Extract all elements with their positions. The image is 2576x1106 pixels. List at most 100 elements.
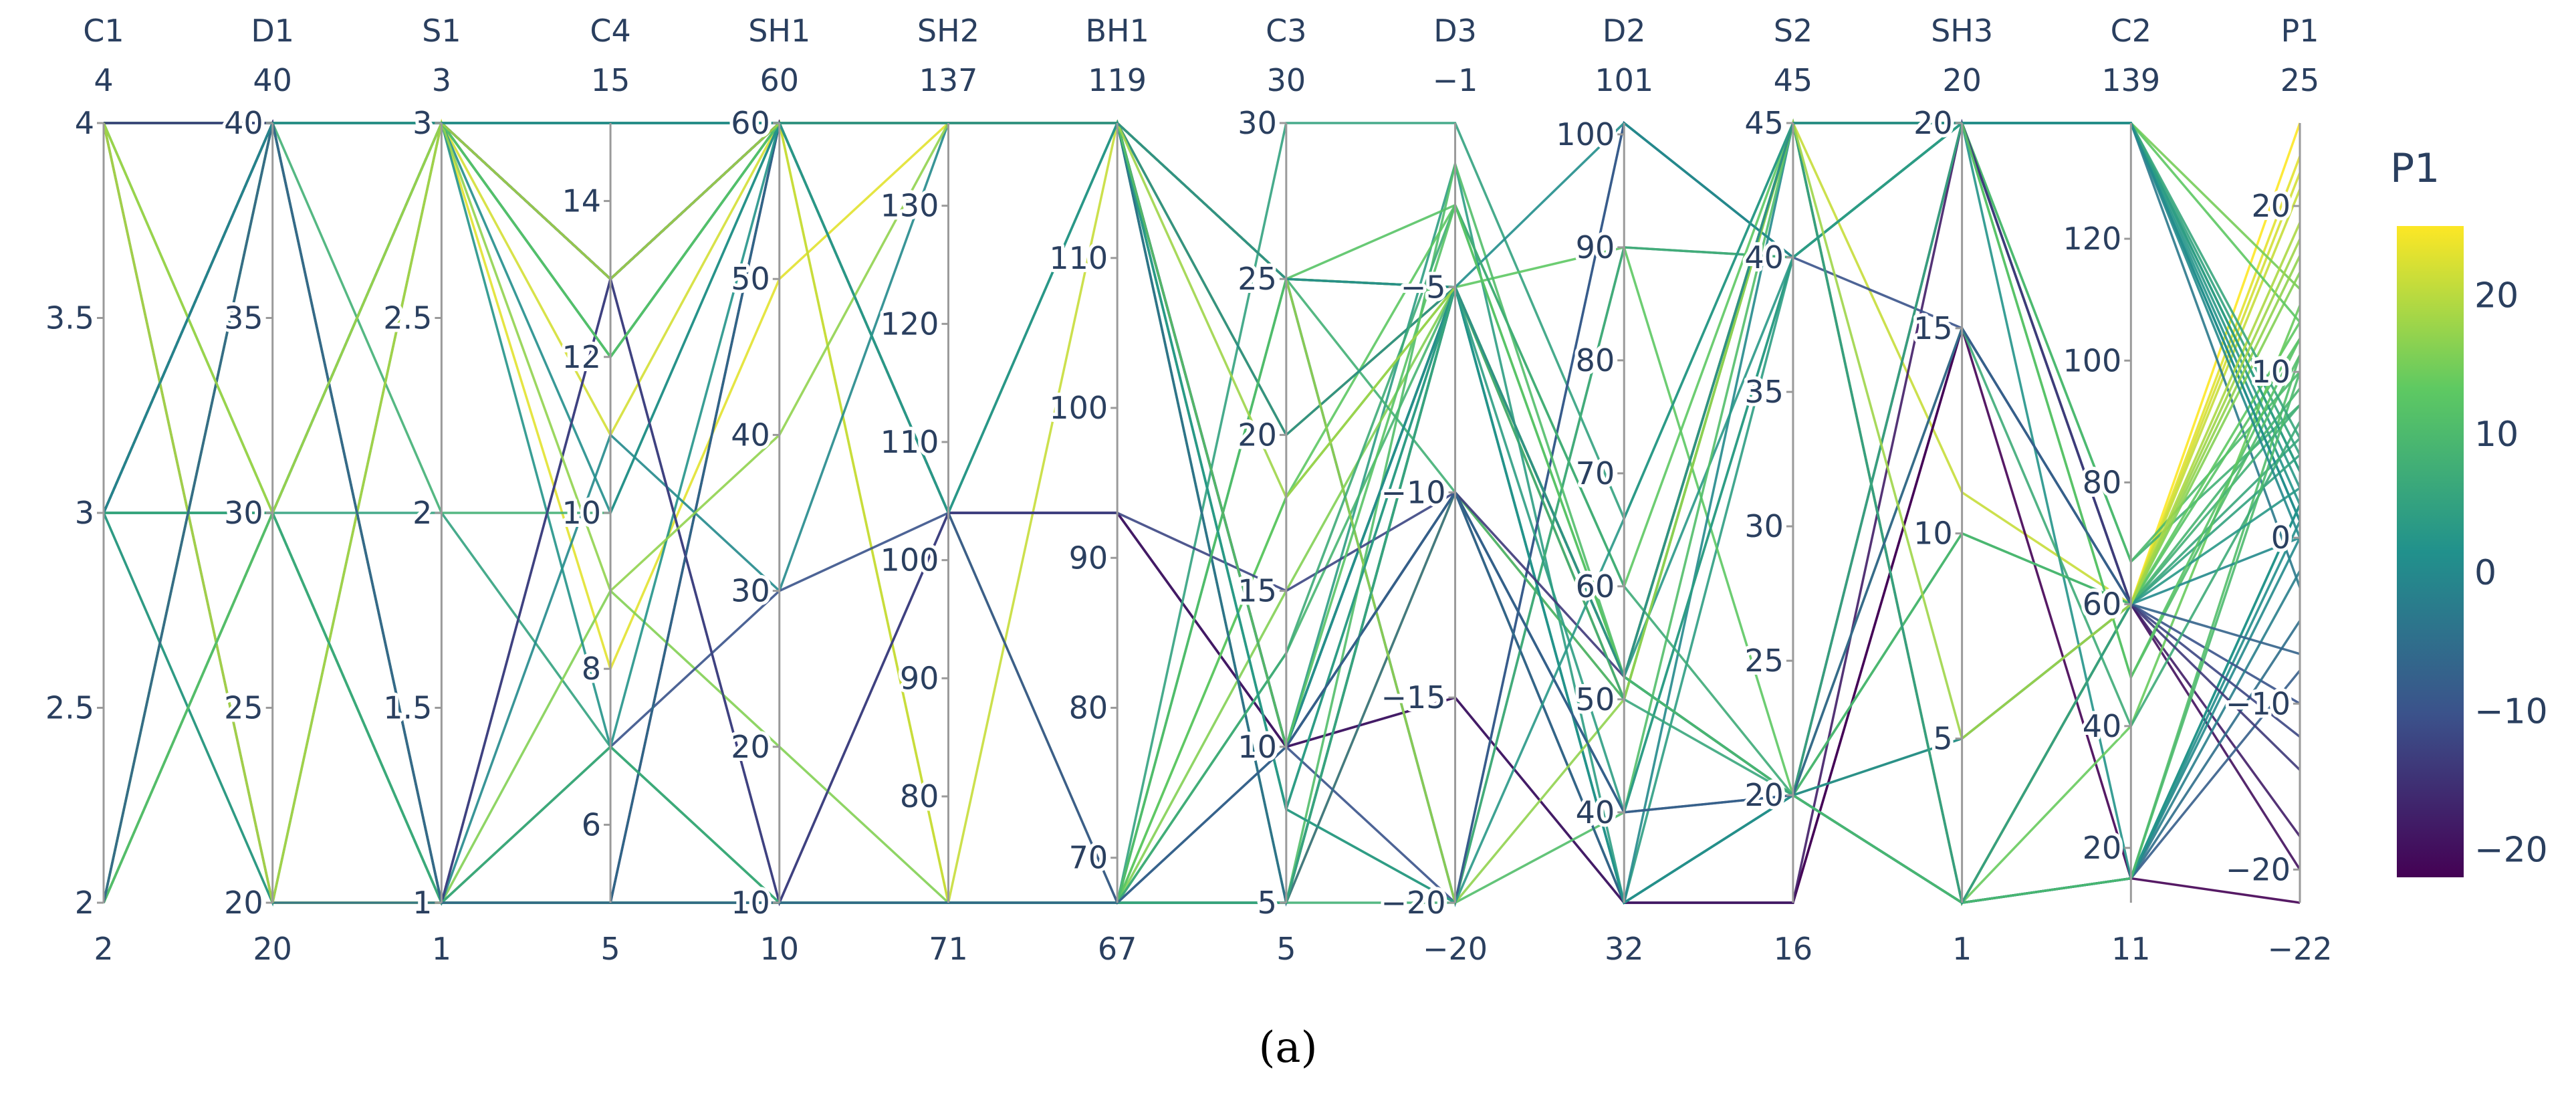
axis-range-max: 119	[1088, 62, 1147, 98]
data-line-26	[102, 122, 2301, 702]
axis-range-min: 32	[1605, 931, 1644, 967]
tick-label: 1.5	[383, 690, 432, 726]
axis-c2[interactable]: C2 139 11 20 40 60 80 100 120	[2059, 13, 2160, 967]
tick-label: −5	[1401, 269, 1446, 305]
tick-label: 2	[75, 885, 94, 921]
tick-label: 10	[1238, 729, 1277, 765]
axis-range-min: 20	[253, 931, 292, 967]
axis-range-min: 16	[1774, 931, 1813, 967]
axis-range-min: 67	[1098, 931, 1137, 967]
tick-label: 70	[1069, 840, 1108, 876]
tick-label: 80	[900, 778, 939, 814]
tick-label: 120	[881, 306, 939, 342]
axis-bh1[interactable]: BH1 119 67 70 80 90 100 110	[1046, 13, 1149, 967]
axis-range-max: −1	[1433, 62, 1478, 98]
tick-label: 110	[881, 424, 939, 460]
axis-range-min: 1	[432, 931, 451, 967]
tick-label: 30	[1238, 105, 1277, 141]
tick-label: 40	[1744, 239, 1784, 275]
axis-title: D2	[1603, 13, 1646, 49]
tick-label: 2.5	[383, 300, 432, 336]
tick-label: 20	[731, 729, 770, 765]
tick-label: 20	[1744, 777, 1784, 813]
tick-label: 3.5	[45, 300, 94, 336]
axis-range-max: 4	[94, 62, 113, 98]
data-line-48	[102, 122, 2301, 904]
axis-range-min: 2	[94, 931, 113, 967]
tick-label: 60	[2083, 586, 2122, 623]
axis-p1[interactable]: P1 25 −22 −20 −10 0 10 20	[2222, 13, 2333, 967]
axis-title: S2	[1774, 13, 1812, 49]
tick-label: 50	[731, 261, 770, 297]
data-line-25	[102, 159, 2301, 904]
colorbar-title: P1	[2390, 145, 2440, 192]
axis-s2[interactable]: S2 45 16 20 25 30 35 40 45	[1741, 13, 1813, 967]
polylines-layer	[102, 118, 2301, 907]
tick-label: 2.5	[45, 690, 94, 726]
data-line-50	[102, 122, 2301, 681]
tick-label: 35	[224, 300, 263, 336]
tick-label: 130	[881, 188, 939, 224]
axis-s1[interactable]: S1 3 11 1.5 2 2.5 3	[380, 13, 461, 967]
tick-label: 1	[413, 885, 432, 921]
axis-sh2[interactable]: SH2 137 71 80 90 100 110 120 130	[877, 13, 979, 967]
tick-label: 20	[2083, 830, 2122, 866]
tick-label: −20	[2226, 851, 2291, 887]
tick-label: 10	[731, 885, 770, 921]
axis-sh1[interactable]: SH1 60 10 10 20 30 40 50 60	[727, 13, 810, 967]
axis-range-max: 20	[1942, 62, 1982, 98]
tick-label: 25	[1238, 261, 1277, 297]
axis-range-max: 101	[1595, 62, 1653, 98]
axis-range-min: 71	[929, 931, 968, 967]
tick-label: 8	[582, 651, 601, 687]
axis-title: D3	[1433, 13, 1477, 49]
tick-label: 3	[413, 105, 432, 141]
tick-label: 60	[731, 105, 770, 141]
tick-label: 20	[224, 885, 263, 921]
tick-label: 0	[2271, 520, 2291, 556]
tick-label: 80	[1069, 690, 1108, 726]
axis-c4[interactable]: C4 15 5 6 8 10 12 14	[559, 13, 631, 967]
axis-d2[interactable]: D2 101 32 40 50 60 70 80 90 100	[1552, 13, 1653, 967]
axis-range-min: 5	[1276, 931, 1296, 967]
axis-d3[interactable]: D3 −1 −20 −20 −15 −10 −5	[1377, 13, 1488, 967]
tick-label: 90	[900, 660, 939, 696]
tick-label: 40	[731, 417, 770, 453]
tick-label: −10	[1381, 474, 1445, 510]
axis-range-max: 25	[2280, 62, 2320, 98]
data-line-46	[104, 122, 2301, 905]
tick-label: 6	[582, 806, 601, 843]
tick-label: 30	[1744, 508, 1784, 544]
tick-label: 10	[1913, 516, 1953, 552]
axis-title: C4	[590, 13, 630, 49]
tick-label: −10	[2226, 685, 2291, 722]
data-line-49	[102, 118, 2301, 741]
tick-label: 60	[1576, 568, 1615, 604]
axis-range-min: 11	[2111, 931, 2151, 967]
axis-range-max: 15	[591, 62, 630, 98]
tick-label: −20	[1381, 885, 1445, 921]
axis-c3[interactable]: C3 30 5 5 10 15 20 25 30	[1234, 13, 1306, 967]
colorbar-tick-label: −20	[2474, 831, 2548, 871]
tick-label: 14	[562, 183, 602, 219]
tick-label: 35	[1744, 374, 1784, 410]
colorbar-tick-label: 20	[2474, 276, 2519, 316]
colorbar-tick-label: 10	[2474, 415, 2519, 455]
axis-title: C3	[1266, 13, 1306, 49]
tick-label: 100	[1556, 116, 1615, 152]
axis-c1[interactable]: C1 4 22 2.5 3 3.5 4	[42, 13, 124, 967]
tick-label: 25	[1744, 643, 1784, 679]
tick-label: 25	[224, 690, 263, 726]
axis-title: C2	[2111, 13, 2151, 49]
axis-range-max: 3	[432, 62, 451, 98]
axis-title: D1	[251, 13, 294, 49]
axis-range-min: 10	[759, 931, 799, 967]
axis-range-max: 60	[759, 62, 799, 98]
colorbar-ticks: −20 −10 0 10 20	[2474, 276, 2548, 871]
axis-range-min: −20	[1423, 931, 1488, 967]
axis-d1[interactable]: D1 40 20 20 25 30 35 40	[221, 13, 294, 967]
axis-range-max: 137	[919, 62, 978, 98]
tick-label: 3	[75, 495, 94, 531]
